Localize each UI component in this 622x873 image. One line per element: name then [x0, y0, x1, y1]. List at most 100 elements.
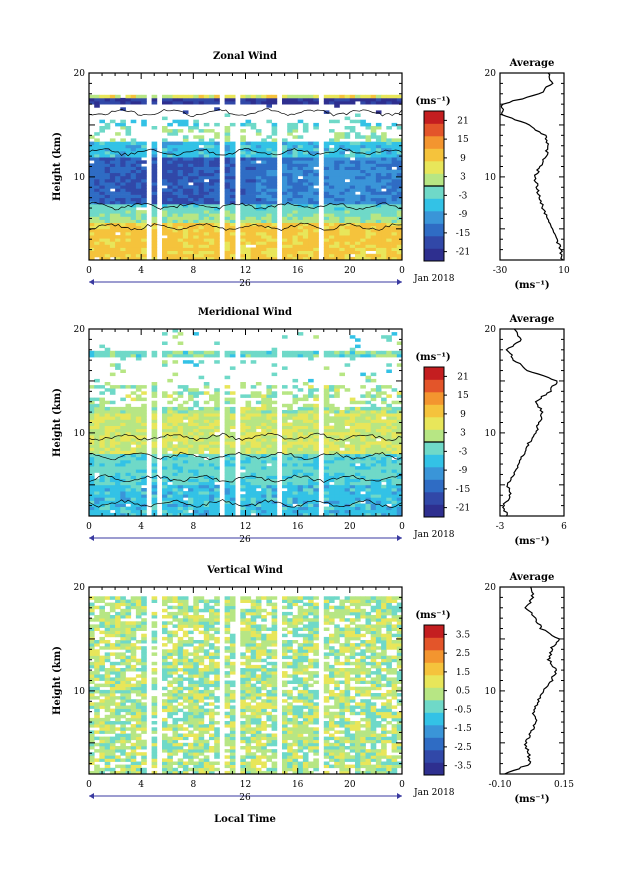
heatmap-cell	[188, 506, 194, 511]
heatmap-cell	[214, 397, 220, 402]
heatmap-cell	[375, 235, 382, 239]
heatmap-cell	[344, 216, 351, 220]
heatmap-cell	[344, 157, 351, 161]
heatmap-cell	[261, 397, 267, 402]
heatmap-cell	[375, 210, 382, 214]
heatmap-cell	[287, 463, 293, 467]
heatmap-cell	[297, 160, 304, 164]
heatmap-cell	[193, 135, 199, 139]
heatmap-cell	[282, 450, 288, 455]
heatmap-cell	[261, 400, 267, 405]
heatmap-cell	[308, 463, 314, 467]
heatmap-cell	[245, 179, 252, 183]
heatmap-cell	[391, 509, 398, 514]
heatmap-cell	[375, 463, 382, 467]
heatmap-cell	[104, 428, 111, 433]
heatmap-cell	[292, 200, 299, 205]
heatmap-cell	[302, 194, 309, 199]
month-label: Jan 2018	[413, 530, 455, 540]
heatmap-cell	[365, 350, 372, 355]
heatmap-cell	[370, 494, 377, 498]
heatmap-cell	[313, 241, 319, 245]
heatmap-cell	[391, 235, 398, 239]
heatmap-cell	[282, 191, 288, 195]
heatmap-cell	[135, 506, 142, 511]
heatmap-cell	[339, 147, 345, 152]
heatmap-cell	[214, 353, 220, 358]
heatmap-cell	[167, 353, 173, 358]
heatmap-cell	[255, 413, 262, 417]
heatmap-cell	[313, 194, 319, 199]
heatmap-cell	[329, 500, 335, 504]
heatmap-cell	[334, 216, 340, 220]
heatmap-cell	[99, 391, 105, 395]
heatmap-cell	[365, 512, 372, 516]
heatmap-cell	[89, 400, 95, 405]
heatmap-cell	[104, 225, 111, 230]
heatmap-cell	[396, 431, 402, 436]
heatmap-cell	[308, 179, 314, 183]
heatmap-cell	[104, 250, 111, 255]
heatmap-cell	[203, 129, 210, 133]
heatmap-cell	[167, 447, 173, 451]
heatmap-cell	[245, 350, 252, 355]
heatmap-cell	[240, 241, 246, 245]
heatmap-cell	[89, 475, 95, 479]
heatmap-cell	[287, 435, 293, 439]
heatmap-cell	[250, 126, 257, 130]
heatmap-cell	[229, 491, 236, 495]
heatmap-cell	[209, 166, 215, 170]
heatmap-cell	[224, 391, 231, 395]
heatmap-cell	[177, 188, 184, 192]
heatmap-cell	[135, 350, 142, 355]
heatmap-cell	[329, 228, 335, 233]
heatmap-cell	[355, 182, 361, 186]
heatmap-cell	[141, 459, 147, 464]
heatmap-cell	[402, 354, 408, 358]
heatmap-cell	[266, 172, 272, 177]
heatmap-cell	[302, 253, 309, 258]
heatmap-cell	[339, 179, 345, 183]
heatmap-cell	[323, 166, 330, 170]
heatmap-cell	[167, 444, 173, 448]
heatmap-cell	[125, 472, 132, 476]
heatmap-cell	[120, 431, 126, 436]
heatmap-cell	[370, 97, 377, 102]
heatmap-cell	[120, 144, 126, 149]
heatmap-cell	[287, 503, 293, 507]
heatmap-cell	[245, 97, 252, 102]
heatmap-cell	[282, 425, 288, 430]
heatmap-cell	[391, 350, 398, 355]
heatmap-cell	[266, 481, 272, 486]
heatmap-cell	[334, 213, 340, 217]
heatmap-cell	[302, 166, 309, 170]
heatmap-cell	[261, 425, 267, 430]
heatmap-cell	[402, 388, 408, 392]
heatmap-cell	[391, 200, 398, 205]
heatmap-cell	[396, 169, 402, 174]
heatmap-cell	[329, 472, 335, 476]
heatmap-cell	[250, 122, 257, 127]
heatmap-cell	[313, 503, 319, 507]
heatmap-cell	[381, 466, 387, 470]
heatmap-cell	[355, 453, 361, 458]
heatmap-cell	[349, 150, 356, 155]
heatmap-cell	[329, 438, 335, 442]
heatmap-cell	[229, 182, 236, 186]
heatmap-cell	[334, 416, 340, 420]
heatmap-cell	[99, 250, 105, 255]
heatmap-cell	[349, 129, 356, 133]
heatmap-cell	[261, 438, 267, 442]
heatmap-cell	[203, 182, 210, 186]
heatmap-cell	[334, 207, 340, 211]
heatmap-cell	[214, 391, 220, 395]
heatmap-cell	[182, 350, 189, 355]
heatmap-cell	[240, 185, 246, 189]
heatmap-cell	[391, 488, 398, 492]
heatmap-cell	[135, 494, 142, 498]
heatmap-cell	[302, 438, 309, 442]
heatmap-cell	[109, 459, 116, 464]
heatmap-cell	[302, 459, 309, 464]
heatmap-cell	[386, 188, 392, 192]
heatmap-cell	[130, 413, 137, 417]
